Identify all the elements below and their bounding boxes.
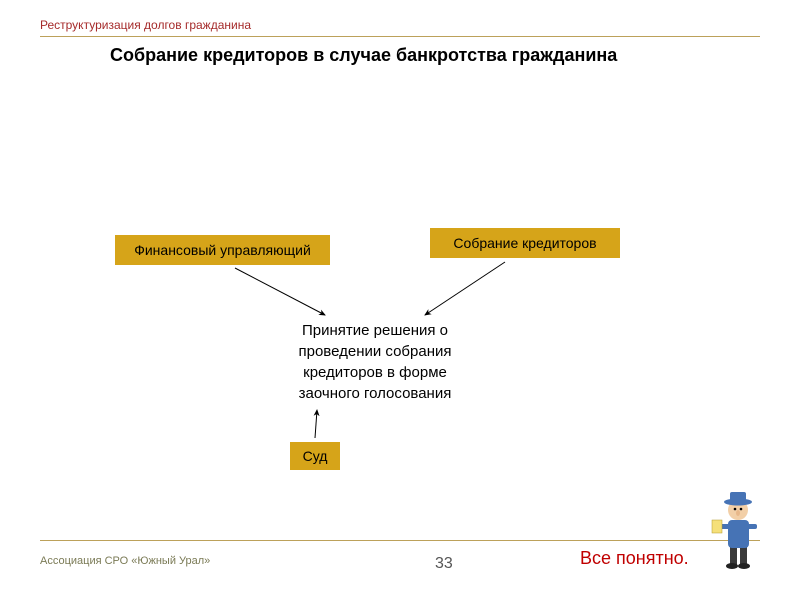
node-label: Финансовый управляющий (134, 242, 311, 258)
decision-text-line: заочного голосования (275, 383, 475, 404)
section-label: Реструктуризация долгов гражданина (40, 18, 251, 32)
decision-text-line: проведении собрания (275, 341, 475, 362)
decision-text-line: Принятие решения о (275, 320, 475, 341)
node-court: Суд (290, 442, 340, 470)
footer-caption: Все понятно. (580, 548, 689, 569)
node-label: Собрание кредиторов (453, 235, 596, 251)
node-label: Суд (303, 448, 328, 464)
decision-text: Принятие решения опроведении собраниякре… (275, 320, 475, 404)
bottom-rule (40, 540, 760, 541)
page-number: 33 (435, 555, 453, 573)
top-rule (40, 36, 760, 37)
mascot-figure (710, 490, 765, 570)
arrow (425, 262, 505, 315)
footer-org: Ассоциация СРО «Южный Урал» (40, 555, 210, 567)
arrows-layer (0, 0, 800, 600)
arrow (235, 268, 325, 315)
page-title: Собрание кредиторов в случае банкротства… (110, 45, 617, 66)
node-creditors-meeting: Собрание кредиторов (430, 228, 620, 258)
node-financial-manager: Финансовый управляющий (115, 235, 330, 265)
arrow (315, 410, 317, 438)
decision-text-line: кредиторов в форме (275, 362, 475, 383)
